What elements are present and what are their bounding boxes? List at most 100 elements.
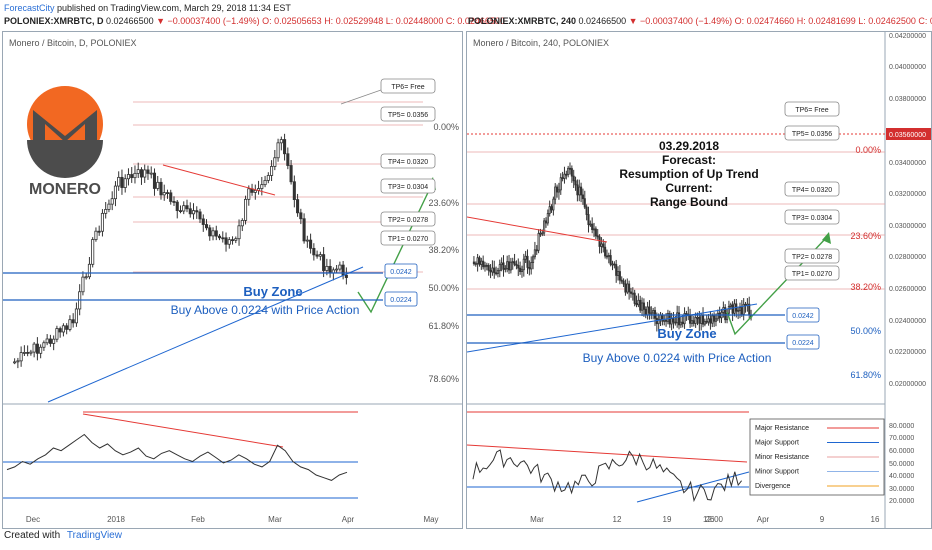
trendline-blue (467, 303, 758, 353)
daily-candle (299, 212, 303, 220)
daily-candle (201, 218, 205, 225)
h4-candle (737, 309, 740, 312)
zone-label: 0.0242 (390, 269, 412, 276)
daily-candle (136, 169, 140, 174)
h4-candle (733, 303, 736, 314)
forecast-text: Resumption of Up Trend (619, 167, 758, 181)
daily-candle (175, 201, 179, 212)
daily-chart-panel[interactable]: Monero / Bitcoin, D, POLONIEX MONERO 0.0… (2, 31, 463, 529)
daily-candle (185, 205, 189, 210)
daily-candle (45, 338, 49, 344)
tp-label: TP6= Free (795, 107, 828, 114)
fib-label: 23.60% (428, 198, 459, 208)
h4-candle (690, 320, 693, 324)
h4-candle (502, 262, 505, 270)
h4-candle (482, 260, 485, 268)
osc-y-tick-label: 30.0000 (889, 486, 914, 493)
tp-box: TP3= 0.0304 (380, 178, 436, 194)
daily-candle (107, 203, 111, 210)
daily-candle (237, 225, 241, 240)
fib-label: 38.20% (428, 245, 459, 255)
monero-logo (27, 86, 103, 178)
h4-chart-panel[interactable]: Monero / Bitcoin, 240, POLONIEX 0.00% 23.… (466, 31, 932, 529)
buy-zone-subtitle: Buy Above 0.0224 with Price Action (171, 303, 360, 317)
daily-candle (188, 208, 192, 215)
h4-candle (570, 168, 573, 177)
x-tick-label: 19 (663, 515, 672, 524)
daily-candle (39, 346, 43, 354)
daily-candle (110, 198, 114, 205)
tp-label: TP3= 0.0304 (388, 184, 428, 191)
h4-candle (613, 263, 616, 266)
daily-candle (13, 361, 17, 364)
daily-candle (217, 235, 222, 239)
h4-candle (738, 307, 742, 311)
daily-candle (244, 198, 248, 221)
daily-candle (338, 264, 342, 270)
zone-label-box: 0.0242 (786, 307, 820, 323)
daily-candle (94, 230, 98, 240)
zone-label: 0.0242 (792, 313, 814, 320)
daily-candle (58, 328, 62, 333)
h4-candle (700, 314, 703, 324)
h4-candle (648, 306, 651, 314)
daily-candle (270, 166, 274, 176)
daily-candle (143, 169, 147, 178)
h4-candle (615, 264, 618, 276)
footer: Created with TradingView (4, 530, 122, 541)
daily-candle (195, 210, 199, 213)
h4-candle (727, 306, 730, 314)
author-link[interactable]: ForecastCity (4, 3, 55, 13)
daily-candle (302, 218, 306, 242)
h4-candle (689, 315, 692, 324)
daily-candle (315, 254, 319, 257)
h4-candle (650, 312, 653, 315)
zone-label: 0.0224 (792, 340, 814, 347)
published-text: published on TradingView.com, March 29, … (57, 3, 291, 13)
osc-trendline-support (636, 471, 750, 503)
daily-candle (224, 237, 228, 245)
h4-candle (496, 270, 499, 274)
h4-candle (709, 318, 712, 324)
ohlc-right: POLONIEX:XMRBTC, 240 0.02466500 ▼ −0.000… (468, 16, 932, 26)
x-tick-label: Mar (530, 515, 544, 524)
h4-candle (731, 304, 734, 314)
h4-candle (742, 303, 745, 315)
daily-candle (91, 239, 95, 265)
daily-candle (309, 239, 313, 249)
daily-candle (325, 265, 329, 271)
tradingview-link[interactable]: TradingView (66, 530, 122, 541)
daily-candle (100, 212, 104, 232)
daily-chart-title: Monero / Bitcoin, D, POLONIEX (9, 38, 137, 48)
daily-candle (247, 188, 251, 200)
trendline-red (162, 164, 276, 196)
h4-candle (594, 228, 597, 237)
h4-candle (637, 299, 640, 306)
h4-candle (714, 318, 718, 322)
h4-candle (472, 261, 475, 264)
daily-candle (312, 247, 316, 256)
h4-candle (480, 260, 483, 265)
daily-candle (221, 237, 225, 240)
price-flag: 0.03560000 (886, 128, 931, 140)
daily-candle (52, 338, 56, 344)
x-tick-label: 16 (871, 515, 880, 524)
x-tick-label: 2018 (107, 515, 125, 524)
h4-candle (493, 267, 496, 274)
h4-candle (596, 235, 599, 238)
h4-candle (663, 319, 666, 322)
fib-label: 61.80% (850, 370, 881, 380)
fib-label: 23.60% (850, 231, 881, 241)
h4-candle (585, 206, 588, 215)
fib-label: 78.60% (428, 374, 459, 384)
h4-candle (522, 258, 525, 271)
h4-candle (611, 263, 614, 266)
h4-candle (642, 302, 645, 310)
osc-y-tick-label: 40.0000 (889, 473, 914, 480)
h4-candle (537, 232, 540, 251)
forecast-text: Forecast: (662, 153, 716, 167)
daily-candle (260, 184, 264, 189)
daily-candle (81, 276, 85, 293)
h4-candle (583, 198, 586, 208)
h4-candle (539, 232, 542, 235)
